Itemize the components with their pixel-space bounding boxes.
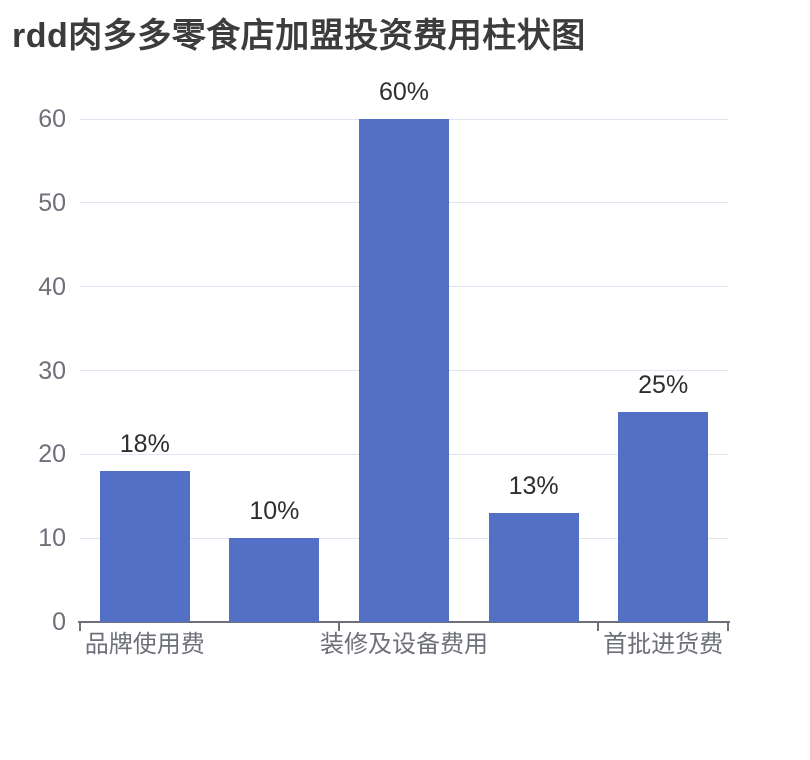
bar-value-label-1: 10% bbox=[249, 497, 300, 526]
bar-value-label-2: 60% bbox=[378, 78, 430, 106]
bar-value-label-4: 25% bbox=[638, 371, 689, 400]
x-axis-label-4: 首批进货费 bbox=[603, 631, 724, 658]
bar-0[interactable] bbox=[99, 471, 190, 622]
y-axis-label-60: 60 bbox=[38, 105, 66, 133]
y-axis-label-20: 20 bbox=[38, 440, 66, 469]
bar-1[interactable] bbox=[229, 538, 320, 622]
y-axis-label-40: 40 bbox=[38, 272, 66, 301]
y-axis-label-0: 0 bbox=[52, 608, 66, 636]
x-axis-label-0: 品牌使用费 bbox=[84, 631, 205, 658]
x-axis-line bbox=[78, 621, 730, 623]
y-axis-label-10: 10 bbox=[38, 524, 66, 553]
x-axis-tick-3 bbox=[727, 622, 729, 631]
y-axis-label-30: 30 bbox=[38, 356, 66, 385]
bar-4[interactable] bbox=[618, 412, 709, 622]
bar-value-label-0: 18% bbox=[119, 430, 170, 459]
y-axis-label-50: 50 bbox=[38, 188, 66, 217]
bar-value-label-3: 13% bbox=[508, 472, 559, 501]
bar-2[interactable] bbox=[359, 119, 449, 622]
bar-3[interactable] bbox=[488, 513, 579, 622]
x-axis-tick-0 bbox=[79, 622, 81, 631]
x-axis-label-2: 装修及设备费用 bbox=[320, 631, 488, 658]
chart-title: rdd肉多多零食店加盟投资费用柱状图 bbox=[12, 17, 586, 55]
x-axis-tick-2 bbox=[597, 622, 600, 631]
x-axis-tick-1 bbox=[338, 622, 341, 631]
